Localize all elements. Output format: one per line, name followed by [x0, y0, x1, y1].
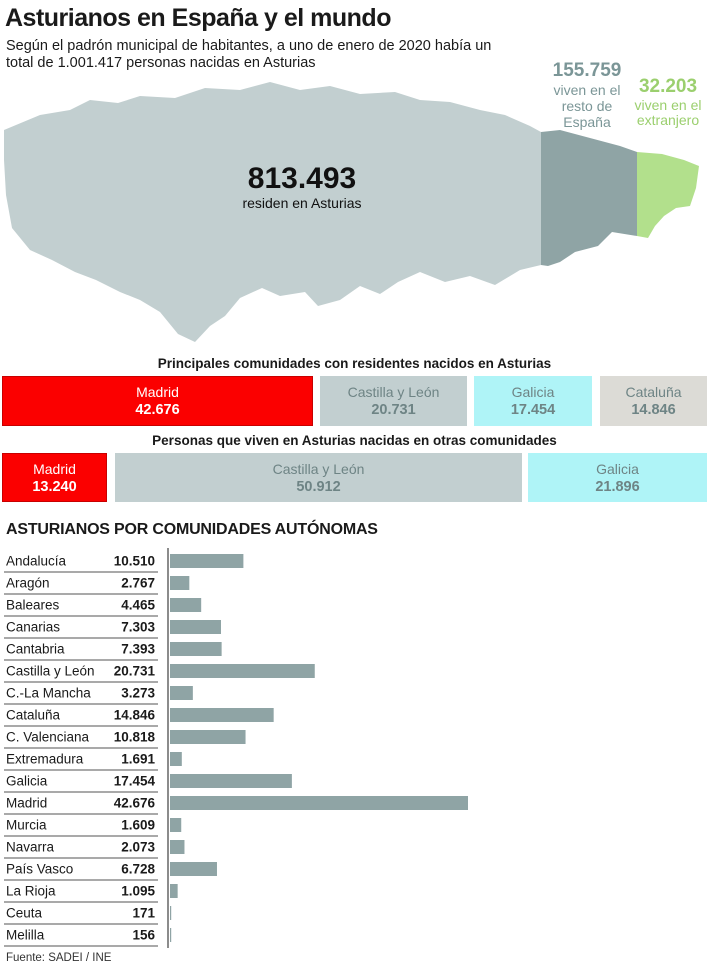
spain-label-line: resto de [561, 98, 613, 114]
map-region-extranjero [637, 152, 699, 238]
spain-resident-count: 155.759 [552, 60, 622, 81]
abroad-label-line: viven en el [634, 97, 702, 113]
bar-value-label: 2.073 [121, 840, 155, 855]
principal-box-value: 17.454 [510, 402, 556, 418]
other-box-castilla-leon: Castilla y León 50.912 [115, 453, 522, 502]
abroad-label-line: extranjero [636, 112, 700, 128]
bar [170, 708, 274, 722]
bar-value-label: 2.767 [121, 576, 155, 591]
asturias-map [4, 82, 699, 342]
bar [170, 554, 244, 568]
other-box-value: 13.240 [32, 478, 77, 495]
bar-value-label: 4.465 [121, 598, 155, 613]
bar-category-label: Ceuta [6, 906, 43, 921]
bar-value-label: 1.691 [121, 752, 155, 767]
asturias-resident-count: 813.493 [247, 162, 357, 195]
bar-category-label: Castilla y León [6, 664, 95, 679]
bar-category-label: La Rioja [6, 884, 56, 899]
bar [170, 818, 182, 832]
abroad-resident-label: viven en el extranjero [628, 98, 708, 128]
bar [170, 862, 217, 876]
bar-value-label: 171 [132, 906, 155, 921]
source-credit: Fuente: SADEI / INE [6, 952, 112, 964]
spain-label-line: viven en el [553, 82, 621, 98]
bar [170, 906, 172, 920]
bar-category-label: C.-La Mancha [6, 686, 91, 701]
bar-category-label: Galicia [6, 774, 48, 789]
bar [170, 796, 468, 810]
principal-communities-heading: Principales comunidades con residentes n… [157, 356, 552, 371]
spain-label-line: España [563, 114, 611, 130]
bar-chart-title: ASTURIANOS POR COMUNIDADES AUTÓNOMAS [6, 521, 378, 538]
bar [170, 840, 185, 854]
principal-box-galicia: Galicia 17.454 [474, 376, 592, 426]
other-box-name: Galicia [596, 460, 639, 477]
other-box-name: Castilla y León [272, 460, 365, 477]
other-box-name: Madrid [33, 460, 76, 477]
principal-box-value: 20.731 [371, 402, 416, 418]
principal-box-value: 14.846 [631, 402, 676, 418]
bar-value-label: 10.818 [114, 730, 156, 745]
other-box-madrid: Madrid 13.240 [2, 453, 107, 502]
principal-box-madrid: Madrid 42.676 [2, 376, 313, 426]
bar [170, 664, 315, 678]
principal-box-value: 42.676 [135, 402, 180, 418]
asturias-resident-label: residen en Asturias [242, 195, 362, 211]
bar-category-label: Melilla [6, 928, 45, 943]
bar-category-label: Murcia [6, 818, 47, 833]
bar-category-label: Andalucía [6, 554, 67, 569]
principal-box-name: Madrid [136, 384, 179, 400]
bar-category-label: Aragón [6, 576, 50, 591]
other-box-value: 50.912 [296, 478, 341, 495]
bar-value-label: 42.676 [114, 796, 156, 811]
bar [170, 598, 202, 612]
page-title: Asturianos en España y el mundo [5, 4, 391, 32]
abroad-resident-count: 32.203 [638, 76, 698, 97]
bar [170, 774, 292, 788]
bar [170, 884, 178, 898]
principal-box-castilla-leon: Castilla y León 20.731 [320, 376, 467, 426]
bar-category-label: Cataluña [6, 708, 61, 723]
page-subtitle: Según el padrón municipal de habitantes,… [6, 38, 492, 71]
bar-value-label: 17.454 [114, 774, 156, 789]
bar-value-label: 20.731 [114, 664, 156, 679]
bar-category-label: Baleares [6, 598, 60, 613]
bar-value-label: 156 [132, 928, 155, 943]
bar-category-label: Extremadura [6, 752, 84, 767]
bar [170, 928, 172, 942]
bar [170, 752, 182, 766]
bar-category-label: Cantabria [6, 642, 65, 657]
spain-resident-label: viven en el resto de España [542, 82, 632, 130]
bar-value-label: 10.510 [114, 554, 155, 569]
bar [170, 642, 222, 656]
bar-value-label: 7.303 [121, 620, 155, 635]
other-communities-heading: Personas que viven en Asturias nacidas e… [152, 433, 557, 448]
bar [170, 730, 246, 744]
bar-category-label: País Vasco [6, 862, 73, 877]
bar-value-label: 1.095 [121, 884, 155, 899]
map-region-resto-espana [541, 130, 637, 266]
bar-category-label: Canarias [6, 620, 60, 635]
bar-category-label: Madrid [6, 796, 47, 811]
bar [170, 620, 221, 634]
bar-chart: Andalucía 10.510 Aragón 2.767 Baleares 4.465 C… [4, 548, 468, 948]
other-box-galicia: Galicia 21.896 [528, 453, 707, 502]
bar-category-label: Navarra [6, 840, 55, 855]
bar-value-label: 3.273 [121, 686, 155, 701]
principal-box-name: Castilla y León [347, 384, 440, 400]
principal-box-cataluna: Cataluña 14.846 [600, 376, 707, 426]
bar [170, 576, 190, 590]
bar [170, 686, 193, 700]
bar-category-label: C. Valenciana [6, 730, 90, 745]
other-box-value: 21.896 [595, 478, 640, 495]
principal-box-name: Galicia [511, 384, 555, 400]
bar-value-label: 1.609 [121, 818, 155, 833]
bar-value-label: 7.393 [121, 642, 155, 657]
map-region-asturias [4, 82, 541, 342]
bar-value-label: 6.728 [121, 862, 155, 877]
principal-box-name: Cataluña [625, 384, 682, 400]
bar-value-label: 14.846 [114, 708, 156, 723]
